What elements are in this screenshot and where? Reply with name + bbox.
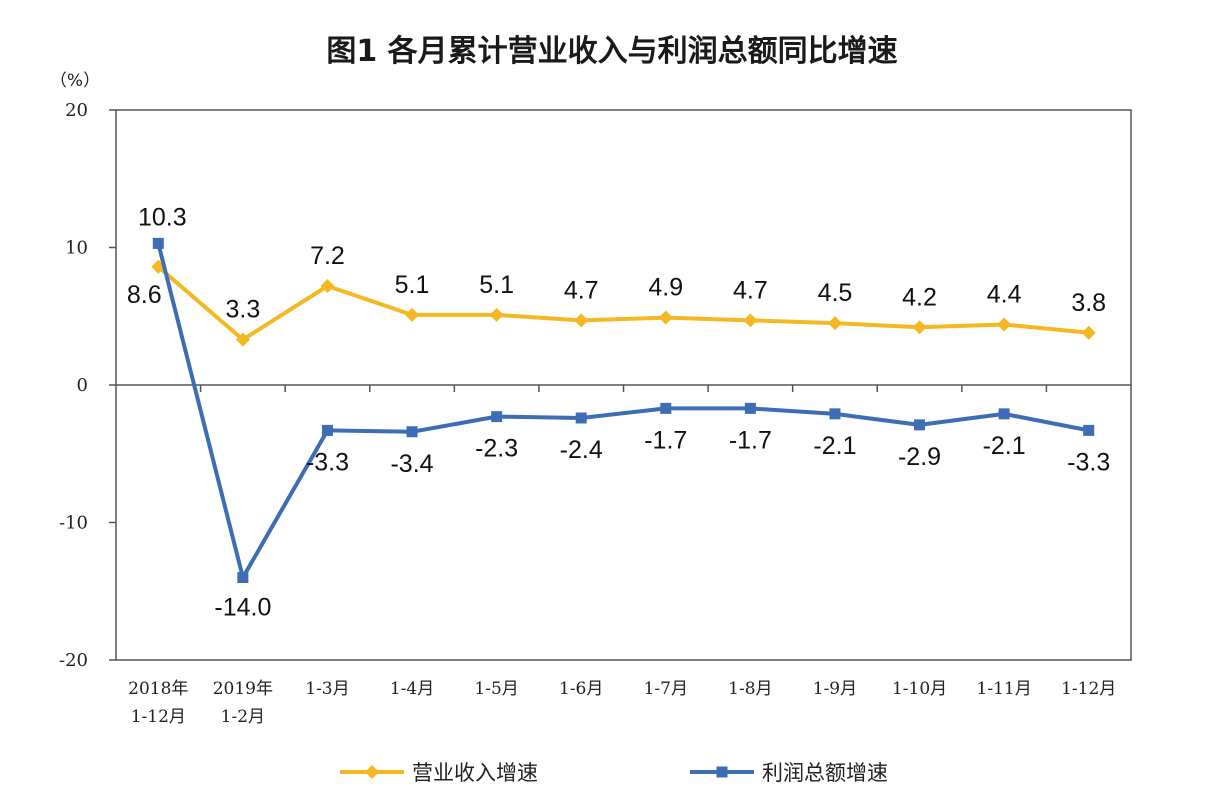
data-point bbox=[574, 313, 589, 328]
data-point bbox=[912, 320, 927, 335]
data-point bbox=[1083, 424, 1095, 436]
data-label: -2.4 bbox=[560, 436, 603, 464]
legend-marker bbox=[716, 766, 728, 778]
data-point bbox=[827, 316, 842, 331]
x-tick-label: 1-5月 bbox=[474, 679, 518, 699]
data-point bbox=[744, 402, 756, 414]
data-point bbox=[997, 317, 1012, 332]
data-label: 4.7 bbox=[564, 276, 599, 304]
legend: 营业收入增速 利润总额增速 bbox=[340, 761, 888, 785]
data-label: 3.3 bbox=[225, 296, 260, 324]
series-revenue-growth bbox=[151, 259, 1096, 347]
data-point bbox=[237, 572, 249, 583]
x-tick-label: 1-12月 bbox=[131, 707, 186, 727]
data-label: 4.2 bbox=[902, 283, 937, 311]
series-line bbox=[156, 242, 1090, 580]
data-label: 5.1 bbox=[395, 271, 430, 299]
x-tick-label: 1-4月 bbox=[390, 679, 434, 699]
data-label: 4.5 bbox=[818, 279, 853, 307]
y-tick-label: 10 bbox=[65, 238, 88, 259]
data-point bbox=[406, 426, 418, 438]
data-point bbox=[320, 279, 335, 293]
y-tick-label: 0 bbox=[77, 375, 88, 396]
data-label: -3.3 bbox=[1067, 448, 1110, 476]
y-tick-label: -10 bbox=[59, 513, 88, 534]
data-label: 10.3 bbox=[138, 203, 187, 231]
data-labels: 8.6 3.3 7.2 5.1 5.1 4.7 4.9 4.7 4.5 4.2 4.4 3.8 10.3… bbox=[127, 203, 1110, 621]
data-label: -1.7 bbox=[644, 426, 687, 454]
data-point bbox=[489, 307, 504, 322]
chart-title: 图1 各月累计营业收入与利润总额同比增速 bbox=[326, 34, 898, 69]
x-tick-label: 1-10月 bbox=[892, 679, 947, 699]
x-tick-label: 2019年 bbox=[213, 679, 273, 699]
data-label: 5.1 bbox=[479, 271, 514, 299]
data-point bbox=[235, 332, 250, 347]
data-label: -2.3 bbox=[475, 435, 518, 463]
legend-marker bbox=[365, 765, 379, 779]
data-label: -2.1 bbox=[813, 432, 856, 460]
data-label: 3.8 bbox=[1071, 289, 1106, 317]
legend-item: 营业收入增速 bbox=[340, 761, 538, 785]
x-tick-label: 1-3月 bbox=[305, 679, 349, 699]
data-point bbox=[491, 411, 503, 423]
x-tick-label: 1-12月 bbox=[1061, 679, 1116, 699]
data-label: -3.4 bbox=[390, 450, 433, 478]
x-tick-label: 1-8月 bbox=[728, 679, 772, 699]
legend-item: 利润总额增速 bbox=[690, 761, 888, 785]
data-label: 7.2 bbox=[310, 242, 345, 270]
y-axis-unit-label: （%） bbox=[50, 71, 100, 91]
data-label: -2.9 bbox=[898, 443, 941, 471]
data-label: -14.0 bbox=[214, 594, 271, 622]
data-point bbox=[829, 408, 841, 420]
data-point bbox=[998, 408, 1010, 420]
legend-label: 利润总额增速 bbox=[762, 761, 888, 785]
x-tick-label: 1-2月 bbox=[221, 707, 265, 727]
data-point bbox=[321, 424, 333, 436]
y-tick-label: 20 bbox=[65, 100, 88, 121]
x-tick-label: 2018年 bbox=[128, 679, 188, 699]
data-point bbox=[743, 313, 758, 328]
data-point bbox=[658, 310, 673, 325]
data-point bbox=[405, 307, 420, 322]
series-profit-growth bbox=[152, 237, 1095, 583]
data-point bbox=[152, 237, 164, 249]
x-tick-label: 1-9月 bbox=[813, 679, 857, 699]
data-point bbox=[660, 402, 672, 414]
data-label: -1.7 bbox=[729, 426, 772, 454]
x-axis: 2018年 1-12月 2019年 1-2月 1-3月 1-4月 1-5月 1-6月 1-7月 1… bbox=[116, 384, 1131, 727]
data-label: 4.7 bbox=[733, 276, 768, 304]
series-line bbox=[156, 265, 1089, 342]
x-tick-label: 1-6月 bbox=[559, 679, 603, 699]
data-point bbox=[1081, 325, 1096, 340]
x-tick-label: 1-7月 bbox=[644, 679, 688, 699]
data-label: -3.3 bbox=[306, 448, 349, 476]
data-point bbox=[914, 419, 926, 431]
data-label: -2.1 bbox=[983, 432, 1026, 460]
data-label: 4.9 bbox=[648, 274, 683, 302]
series-layer bbox=[151, 237, 1096, 583]
data-point bbox=[575, 412, 587, 424]
y-tick-label: -20 bbox=[59, 650, 88, 671]
y-axis: 20 10 0 -10 -20 bbox=[59, 100, 116, 671]
legend-label: 营业收入增速 bbox=[412, 761, 538, 785]
data-label: 4.4 bbox=[987, 281, 1022, 309]
x-tick-label: 1-11月 bbox=[977, 679, 1032, 699]
data-label: 8.6 bbox=[127, 281, 162, 309]
